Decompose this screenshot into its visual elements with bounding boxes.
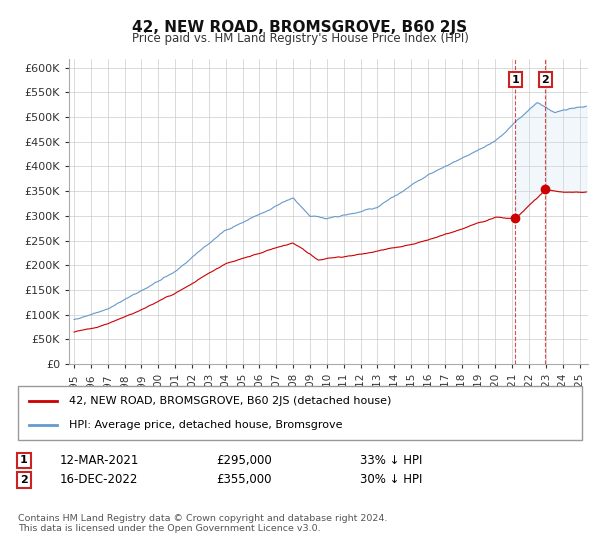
Text: £355,000: £355,000 — [216, 473, 271, 487]
Text: 30% ↓ HPI: 30% ↓ HPI — [360, 473, 422, 487]
Text: 33% ↓ HPI: 33% ↓ HPI — [360, 454, 422, 467]
Text: 42, NEW ROAD, BROMSGROVE, B60 2JS (detached house): 42, NEW ROAD, BROMSGROVE, B60 2JS (detac… — [69, 396, 391, 407]
Text: 16-DEC-2022: 16-DEC-2022 — [60, 473, 139, 487]
Text: 1: 1 — [511, 74, 519, 85]
Text: 12-MAR-2021: 12-MAR-2021 — [60, 454, 139, 467]
Text: Price paid vs. HM Land Registry's House Price Index (HPI): Price paid vs. HM Land Registry's House … — [131, 32, 469, 45]
Text: HPI: Average price, detached house, Bromsgrove: HPI: Average price, detached house, Brom… — [69, 419, 342, 430]
Text: Contains HM Land Registry data © Crown copyright and database right 2024.
This d: Contains HM Land Registry data © Crown c… — [18, 514, 388, 533]
Text: 2: 2 — [20, 475, 28, 485]
Text: £295,000: £295,000 — [216, 454, 272, 467]
Text: 42, NEW ROAD, BROMSGROVE, B60 2JS: 42, NEW ROAD, BROMSGROVE, B60 2JS — [133, 20, 467, 35]
Text: 2: 2 — [541, 74, 549, 85]
Text: 1: 1 — [20, 455, 28, 465]
FancyBboxPatch shape — [18, 386, 582, 440]
